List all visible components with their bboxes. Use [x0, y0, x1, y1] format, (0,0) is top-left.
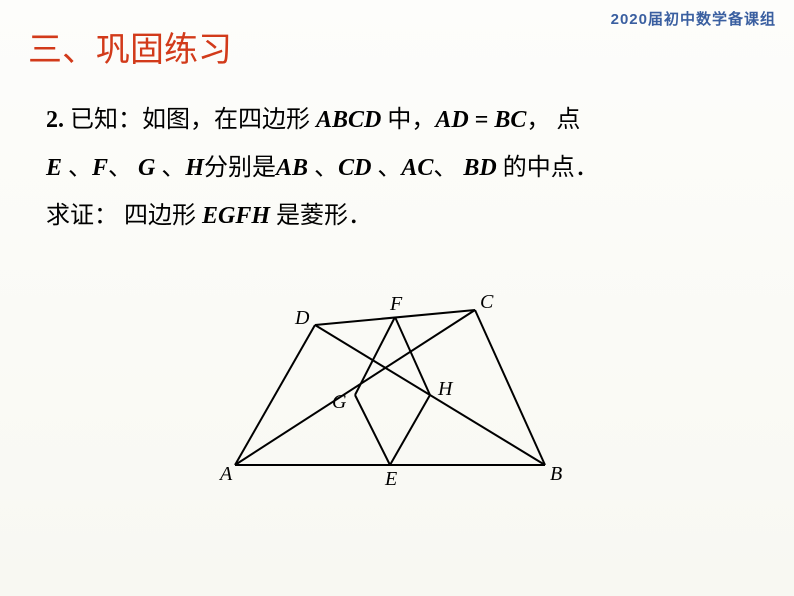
vertex-label-H: H — [437, 378, 454, 400]
vertex-label-E: E — [384, 468, 397, 490]
t4: 分别是 — [204, 155, 276, 181]
t2: 中， — [381, 107, 435, 133]
label-abcd: ABCD — [316, 107, 381, 133]
section-title: 三、巩固练习 — [28, 22, 232, 71]
s2: 、 — [108, 155, 138, 181]
s5: 、 — [371, 155, 401, 181]
label-f: F — [92, 155, 108, 181]
label-ab: AB — [276, 155, 308, 181]
label-ac: AC — [401, 155, 433, 181]
label-h: H — [185, 155, 204, 181]
label-bc: BC — [494, 107, 526, 133]
watermark: 2020届初中数学备课组 — [611, 8, 776, 29]
vertex-label-B: B — [550, 463, 562, 485]
label-g: G — [138, 155, 155, 181]
s3: 、 — [155, 155, 185, 181]
edge-BC — [475, 310, 545, 465]
t3: ， 点 — [526, 107, 580, 133]
s1: 、 — [62, 155, 92, 181]
label-bd: BD — [463, 155, 496, 181]
t6: 求证： 四边形 — [46, 203, 202, 229]
problem-number: 2. — [46, 107, 64, 133]
edge-GF — [355, 317, 395, 395]
vertex-label-G: G — [332, 391, 347, 413]
s6: 、 — [433, 155, 463, 181]
edge-DA — [235, 325, 315, 465]
label-egfh: EGFH — [202, 203, 270, 229]
problem-text: 2. 已知：如图，在四边形 ABCD 中，AD = BC， 点 E 、F、 G … — [46, 96, 748, 240]
t7: 是菱形． — [270, 203, 372, 229]
t1: 已知：如图，在四边形 — [64, 107, 316, 133]
s4: 、 — [308, 155, 338, 181]
vertex-label-D: D — [294, 307, 310, 329]
edge-HE — [390, 395, 430, 465]
eq: = — [469, 107, 495, 133]
edge-EG — [355, 395, 390, 465]
label-e: E — [46, 155, 62, 181]
label-cd: CD — [338, 155, 371, 181]
geometry-diagram: A B C D E F G H — [210, 290, 580, 490]
t5: 的中点． — [497, 155, 599, 181]
label-ad: AD — [435, 107, 468, 133]
vertex-label-F: F — [389, 293, 403, 315]
vertex-label-A: A — [218, 463, 233, 485]
vertex-label-C: C — [480, 291, 494, 313]
